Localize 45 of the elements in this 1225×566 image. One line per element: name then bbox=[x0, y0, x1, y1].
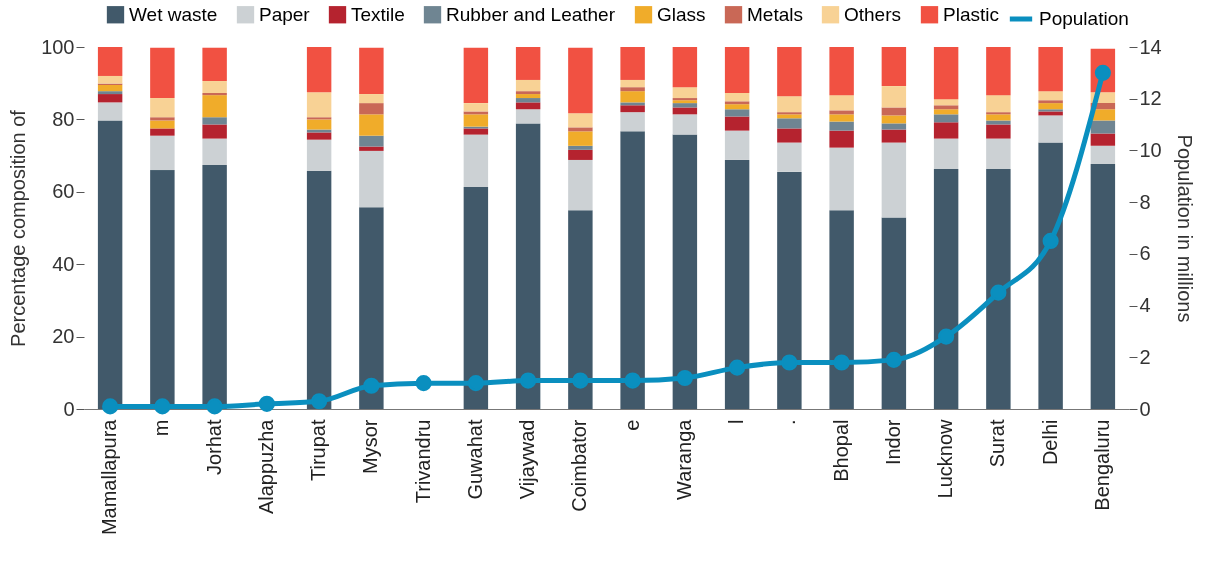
y2-tick-label: 2 bbox=[1139, 345, 1151, 368]
x-tick-label: m bbox=[150, 419, 173, 437]
y-tick-label: 40 bbox=[52, 252, 75, 275]
legend-label: Metals bbox=[747, 3, 803, 25]
y-tick-label: 80 bbox=[52, 107, 75, 130]
legend-label: Others bbox=[844, 3, 902, 25]
legend-label: Glass bbox=[657, 3, 706, 25]
x-tick-label: Coimbator bbox=[568, 419, 591, 512]
legend-label: Wet waste bbox=[129, 3, 218, 25]
x-tick-label: Tirupat bbox=[307, 419, 330, 482]
x-tick-label: l bbox=[725, 419, 748, 424]
x-tick-label: Guwahat bbox=[463, 419, 486, 500]
y2-axis-title: Population in millions bbox=[1173, 134, 1196, 323]
x-tick-label: Delhi bbox=[1038, 419, 1061, 466]
y-tick-label: 100 bbox=[41, 35, 75, 58]
y2-tick-label: 14 bbox=[1139, 35, 1162, 58]
y2-tick-label: 6 bbox=[1139, 242, 1151, 265]
y-tick-label: 0 bbox=[63, 397, 75, 420]
y2-tick-label: 4 bbox=[1139, 294, 1151, 317]
x-tick-label: Trivandru bbox=[411, 419, 434, 504]
legend-label: Population bbox=[1039, 8, 1129, 29]
y-tick-label: 60 bbox=[52, 180, 75, 203]
legend-label: Textile bbox=[351, 3, 405, 25]
y-axis-title: Percentage composition of bbox=[7, 109, 30, 347]
legend-label: Plastic bbox=[943, 3, 999, 25]
x-tick-label: Alappuzha bbox=[254, 418, 277, 515]
legend-label: Rubber and Leather bbox=[446, 3, 616, 25]
legend-label: Paper bbox=[259, 3, 311, 25]
x-tick-label: Jorhat bbox=[202, 419, 225, 476]
x-tick-label: Bengaluru bbox=[1090, 419, 1113, 511]
x-tick-label: e bbox=[620, 419, 643, 431]
x-tick-label: Waranga bbox=[672, 418, 695, 500]
x-tick-label: Vijaywad bbox=[516, 419, 539, 500]
x-tick-label: . bbox=[777, 419, 800, 426]
y2-tick-label: 0 bbox=[1139, 397, 1151, 420]
x-tick-label: Indor bbox=[881, 419, 904, 466]
x-tick-label: Lucknow bbox=[934, 418, 957, 499]
y2-tick-label: 10 bbox=[1139, 138, 1162, 161]
y2-tick-label: 8 bbox=[1139, 190, 1151, 213]
x-tick-label: Bhopal bbox=[829, 419, 852, 482]
x-tick-label: Mamallapura bbox=[98, 418, 121, 536]
y2-tick-label: 12 bbox=[1139, 87, 1162, 110]
x-tick-label: Mysor bbox=[359, 419, 382, 474]
y-tick-label: 20 bbox=[52, 325, 75, 348]
x-tick-label: Surat bbox=[986, 419, 1009, 468]
